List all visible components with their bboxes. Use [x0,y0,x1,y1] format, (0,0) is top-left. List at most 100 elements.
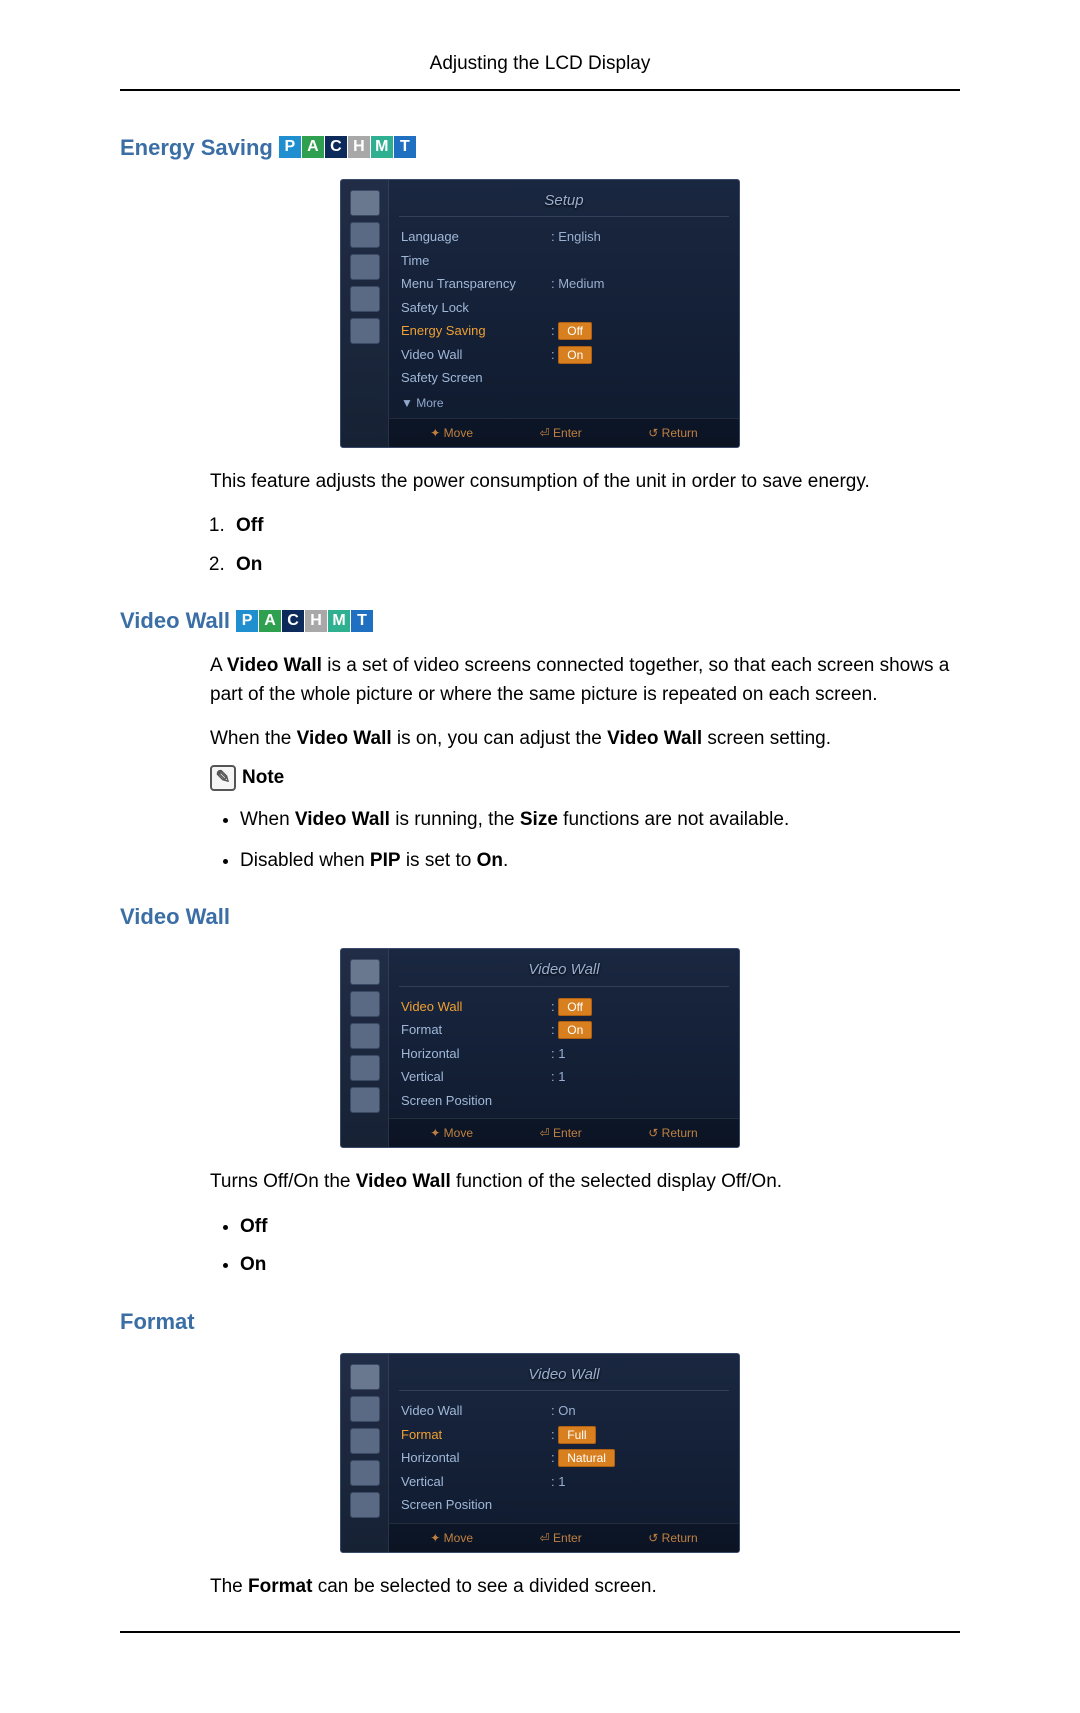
osd-title: Video Wall [399,1358,729,1392]
osd-tab-icon[interactable] [350,1428,380,1454]
osd-menu-row[interactable]: Screen Position [401,1493,727,1517]
osd-value-pill: On [558,1021,592,1039]
osd-menu-row[interactable]: Vertical: 1 [401,1065,727,1089]
osd-menu-row[interactable]: Horizontal: Natural [401,1446,727,1470]
option-label: On [240,1254,266,1275]
text: . [503,850,508,871]
text: screen setting. [702,728,831,749]
heading-text: Video Wall [120,604,230,637]
osd-hint-enter: ⏎ Enter [540,1529,582,1547]
osd-row-label: Language [401,227,551,247]
list-item: Off [240,1213,960,1242]
osd-rows: Video Wall: OffFormat: OnHorizontal: 1Ve… [389,987,739,1119]
text: can be selected to see a divided screen. [312,1576,656,1597]
osd-menu-row[interactable]: Safety Screen [401,366,727,390]
mode-badges: PACHMT [279,136,416,158]
osd-sidebar [341,949,389,1147]
osd-rows: Language: EnglishTimeMenu Transparency: … [389,217,739,418]
osd-menu-row[interactable]: Horizontal: 1 [401,1042,727,1066]
osd-hint-move: ✦ Move [430,424,473,442]
osd-tab-icon[interactable] [350,254,380,280]
osd-tab-icon[interactable] [350,190,380,216]
osd-more[interactable]: ▼ More [401,390,727,412]
osd-row-value: : 1 [551,1472,565,1492]
osd-tab-icon[interactable] [350,991,380,1017]
osd-menu-row[interactable]: Safety Lock [401,296,727,320]
osd-row-label: Screen Position [401,1495,551,1515]
osd-row-value: : On [551,345,592,365]
text-bold: Video Wall [295,809,390,830]
osd-menu-row[interactable]: Energy Saving: Off [401,319,727,343]
note-row: ✎ Note [210,764,960,793]
osd-tab-icon[interactable] [350,1396,380,1422]
osd-tab-icon[interactable] [350,1492,380,1518]
mode-badge: M [371,136,393,158]
osd-content: Video Wall Video Wall: OnFormat: FullHor… [389,1354,739,1552]
osd-row-label: Safety Lock [401,298,551,318]
text-bold: Size [520,809,558,830]
video-wall-notes: When Video Wall is running, the Size fun… [240,806,960,875]
osd-rows: Video Wall: OnFormat: FullHorizontal: Na… [389,1391,739,1523]
option-label: Off [236,515,263,536]
osd-tab-icon[interactable] [350,1460,380,1486]
osd-row-label: Video Wall [401,997,551,1017]
osd-row-label: Video Wall [401,345,551,365]
osd-sidebar [341,180,389,447]
mode-badge: A [259,610,281,632]
osd-menu-row[interactable]: Format: On [401,1018,727,1042]
mode-badge: P [236,610,258,632]
osd-hint-enter: ⏎ Enter [540,1124,582,1142]
osd-setup-panel: Setup Language: EnglishTimeMenu Transpar… [340,179,740,448]
osd-menu-row[interactable]: Video Wall: Off [401,995,727,1019]
energy-saving-options: Off On [230,512,960,579]
mode-badge: H [348,136,370,158]
osd-sidebar [341,1354,389,1552]
mode-badge: T [394,136,416,158]
osd-row-label: Horizontal [401,1044,551,1064]
video-wall-para2: When the Video Wall is on, you can adjus… [210,725,960,754]
osd-content: Video Wall Video Wall: OffFormat: OnHori… [389,949,739,1147]
osd-tab-icon[interactable] [350,1055,380,1081]
heading-video-wall-sub: Video Wall [120,900,960,933]
text-bold: On [477,850,503,871]
osd-tab-icon[interactable] [350,1023,380,1049]
osd-videowall-wrap: Video Wall Video Wall: OffFormat: OnHori… [120,948,960,1148]
osd-tab-icon[interactable] [350,222,380,248]
osd-menu-row[interactable]: Format: Full [401,1423,727,1447]
format-desc: The Format can be selected to see a divi… [210,1573,960,1602]
osd-menu-row[interactable]: Time [401,249,727,273]
osd-tab-icon[interactable] [350,1364,380,1390]
osd-menu-row[interactable]: Language: English [401,225,727,249]
text-bold: Video Wall [356,1171,451,1192]
osd-menu-row[interactable]: Video Wall: On [401,1399,727,1423]
osd-row-value: : Natural [551,1448,615,1468]
osd-title: Video Wall [399,953,729,987]
osd-row-label: Time [401,251,551,271]
osd-tab-icon[interactable] [350,1087,380,1113]
note-icon: ✎ [210,765,236,791]
osd-menu-row[interactable]: Vertical: 1 [401,1470,727,1494]
mode-badge: C [325,136,347,158]
text: When [240,809,295,830]
osd-tab-icon[interactable] [350,286,380,312]
text-bold: Video Wall [297,728,392,749]
osd-menu-row[interactable]: Video Wall: On [401,343,727,367]
text-bold: Video Wall [227,655,322,676]
osd-tab-icon[interactable] [350,318,380,344]
video-wall-sub-options: Off On [240,1213,960,1280]
osd-row-value: : 1 [551,1044,565,1064]
osd-value-pill: Full [558,1426,595,1444]
text: is on, you can adjust the [392,728,607,749]
osd-menu-row[interactable]: Screen Position [401,1089,727,1113]
page-header: Adjusting the LCD Display [120,50,960,91]
osd-value-pill: Natural [558,1449,615,1467]
osd-menu-row[interactable]: Menu Transparency: Medium [401,272,727,296]
mode-badges: PACHMT [236,610,373,632]
osd-row-value: : Medium [551,274,604,294]
mode-badge: C [282,610,304,632]
text: A [210,655,227,676]
osd-row-value: : Off [551,321,592,341]
osd-setup-wrap: Setup Language: EnglishTimeMenu Transpar… [120,179,960,448]
osd-tab-icon[interactable] [350,959,380,985]
video-wall-sub-desc: Turns Off/On the Video Wall function of … [210,1168,960,1197]
